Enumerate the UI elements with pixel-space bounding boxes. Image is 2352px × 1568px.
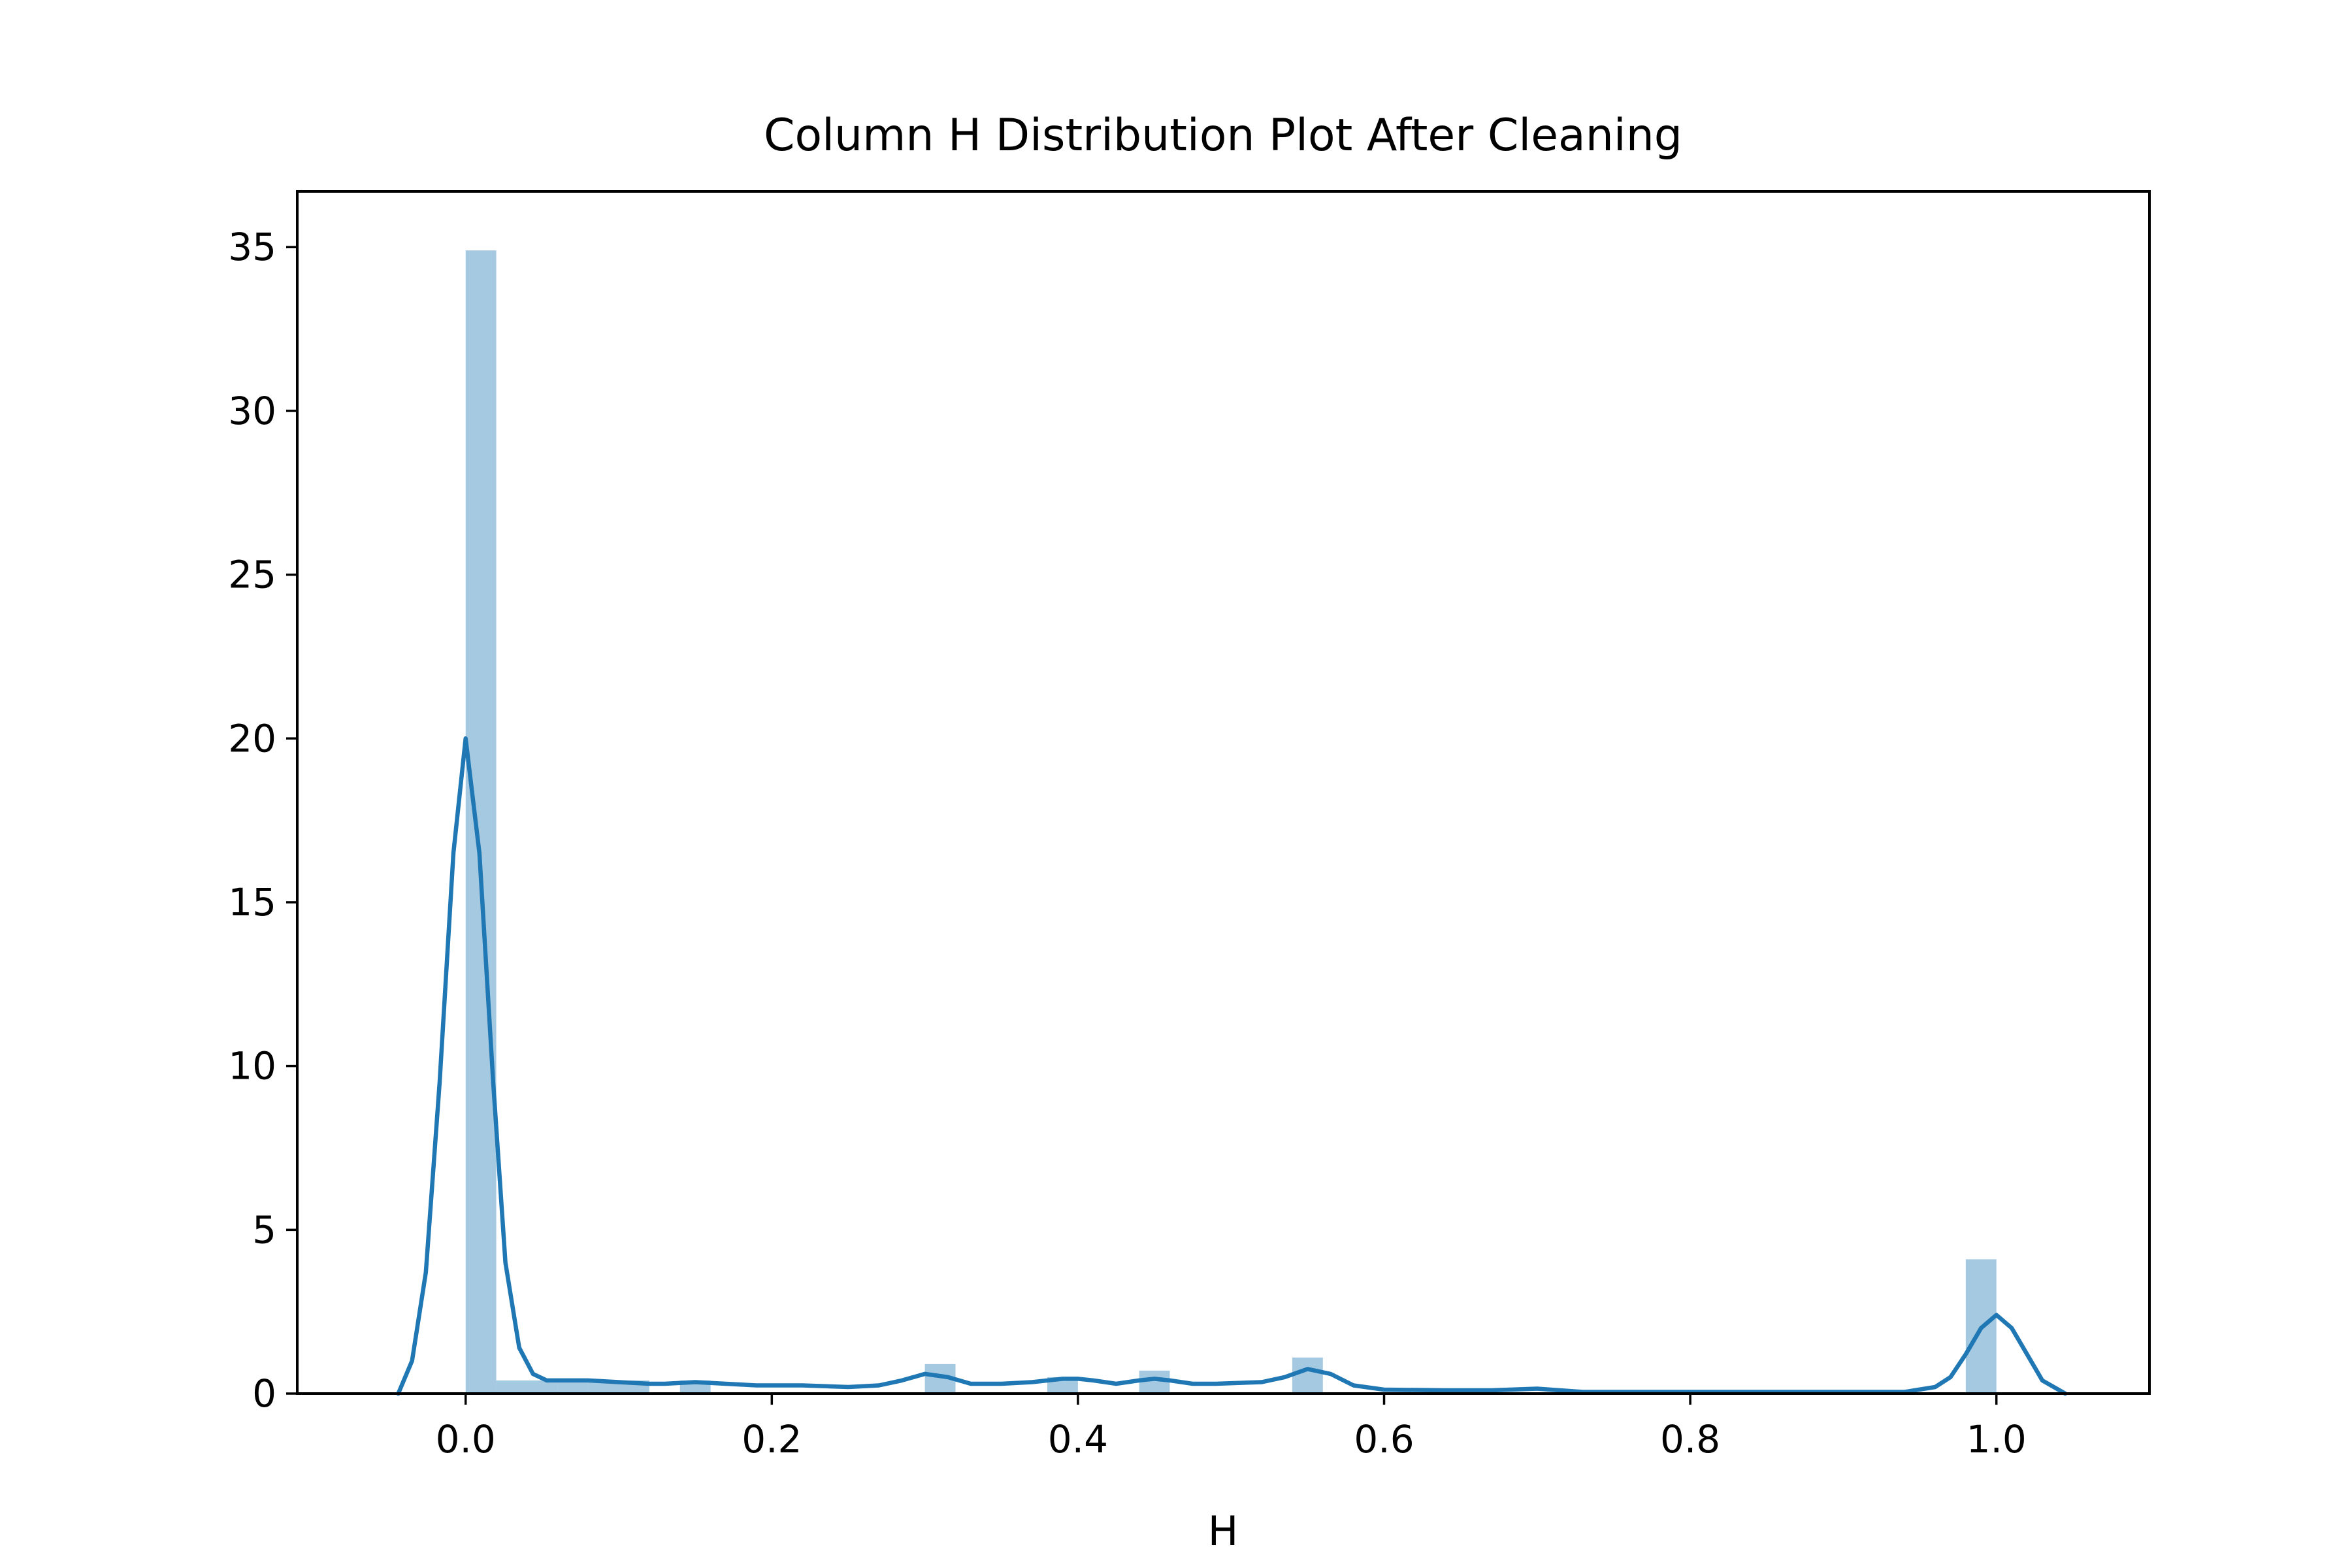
y-tick-label: 0 xyxy=(252,1371,276,1416)
histogram-bar xyxy=(1139,1370,1170,1394)
x-tick-label: 0.6 xyxy=(1354,1417,1414,1462)
y-tick-label: 30 xyxy=(228,389,276,433)
y-tick-label: 35 xyxy=(228,225,276,269)
histogram-bar xyxy=(557,1380,589,1394)
y-tick-label: 25 xyxy=(228,553,276,597)
x-tick-label: 1.0 xyxy=(1967,1417,2027,1462)
y-tick-label: 20 xyxy=(228,716,276,760)
x-tick-label: 0.4 xyxy=(1048,1417,1108,1462)
x-tick-label: 0.0 xyxy=(436,1417,496,1462)
x-tick-label: 0.8 xyxy=(1660,1417,1720,1462)
y-tick-label: 5 xyxy=(252,1207,276,1252)
plot-frame xyxy=(296,190,2151,1395)
y-tick-label: 15 xyxy=(228,880,276,924)
histogram-bar xyxy=(465,250,497,1394)
kde-line xyxy=(396,736,2068,1396)
histogram-bar xyxy=(1292,1357,1323,1394)
x-tick-label: 0.2 xyxy=(742,1417,802,1462)
histogram-bars xyxy=(465,250,1997,1394)
x-axis-label: H xyxy=(1208,1507,1239,1555)
histogram-bar xyxy=(496,1380,527,1394)
x-axis: 0.0 0.2 0.4 0.6 0.8 1.0 xyxy=(436,1394,2027,1462)
y-axis: 0 5 10 15 20 25 30 35 xyxy=(228,225,297,1416)
chart-title: Column H Distribution Plot After Cleanin… xyxy=(764,110,1682,161)
y-tick-label: 10 xyxy=(228,1044,276,1088)
histogram-bar xyxy=(527,1380,558,1394)
